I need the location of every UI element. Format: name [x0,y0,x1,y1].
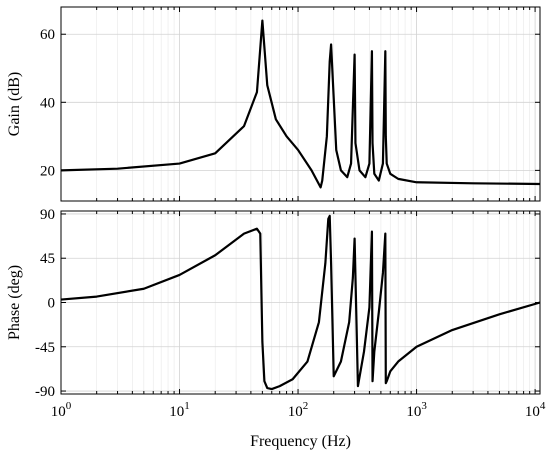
y-tick-label: 20 [40,163,55,179]
phase-series-line [60,214,541,391]
phase-y-ticks: -90 -45 0 45 90 [35,207,540,400]
phase-grid [60,211,540,394]
y-tick-label: 90 [40,207,55,223]
y-tick-label: -90 [35,384,55,400]
gain-panel: 20 40 60 Gain (dB) [6,6,541,202]
y-tick-label: -45 [35,340,55,356]
y-tick-label: 45 [40,251,55,267]
y-tick-label: 40 [40,95,55,111]
gain-y-ticks: 20 40 60 [40,7,540,201]
gain-y-axis-label: Gain (dB) [6,72,23,136]
gain-grid [60,7,540,201]
x-tick-label: 101 [169,400,190,420]
x-tick-label: 100 [51,400,72,420]
phase-y-axis-label: Phase (deg) [6,265,23,340]
x-tick-label: 103 [406,400,427,420]
x-axis-label: Frequency (Hz) [250,433,351,450]
x-axis-ticks: 100 101 102 103 104 [51,211,546,420]
x-tick-label: 104 [525,400,546,420]
gain-plot-frame [60,6,541,202]
x-tick-label: 102 [288,400,309,420]
gain-series-line [60,19,541,189]
y-tick-label: 60 [40,27,55,43]
y-tick-label: 0 [48,296,56,312]
